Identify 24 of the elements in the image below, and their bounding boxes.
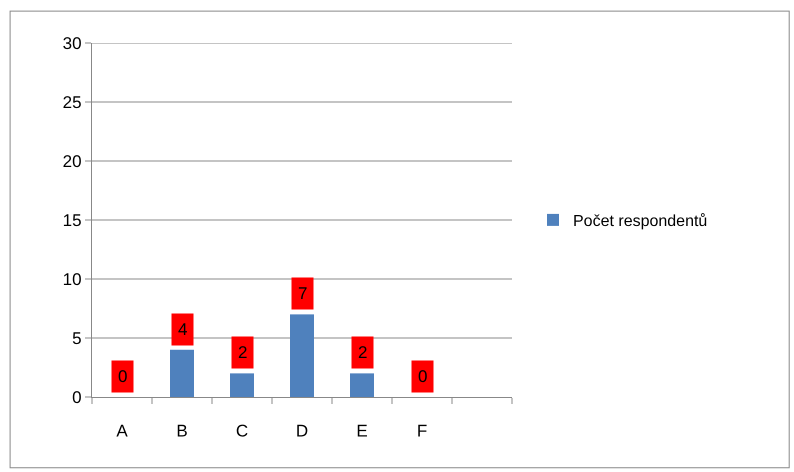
y-tick-label: 0: [72, 388, 82, 407]
y-tick-label: 30: [62, 34, 82, 53]
x-tick-label: B: [176, 421, 188, 440]
y-tick-label: 10: [62, 270, 82, 289]
data-label: 2: [238, 343, 248, 362]
data-label: 4: [178, 320, 188, 339]
y-tick-label: 15: [62, 210, 82, 230]
y-tick-label: 5: [72, 328, 82, 348]
data-label: 0: [118, 367, 128, 386]
y-tick-label: 25: [62, 92, 82, 112]
x-tick-label: E: [356, 421, 368, 440]
y-tick-label: 20: [62, 152, 82, 171]
data-label: 7: [298, 284, 308, 303]
bar: [350, 373, 374, 397]
x-tick-label: A: [116, 421, 128, 440]
data-label: 0: [418, 367, 428, 386]
x-tick-label: D: [296, 421, 308, 440]
bar: [290, 314, 314, 397]
legend-label: Počet respondentů: [573, 213, 708, 230]
bar: [170, 350, 194, 397]
data-label: 2: [358, 343, 368, 362]
x-tick-label: F: [416, 421, 428, 440]
x-tick-label: C: [236, 421, 248, 440]
bar: [230, 373, 254, 397]
